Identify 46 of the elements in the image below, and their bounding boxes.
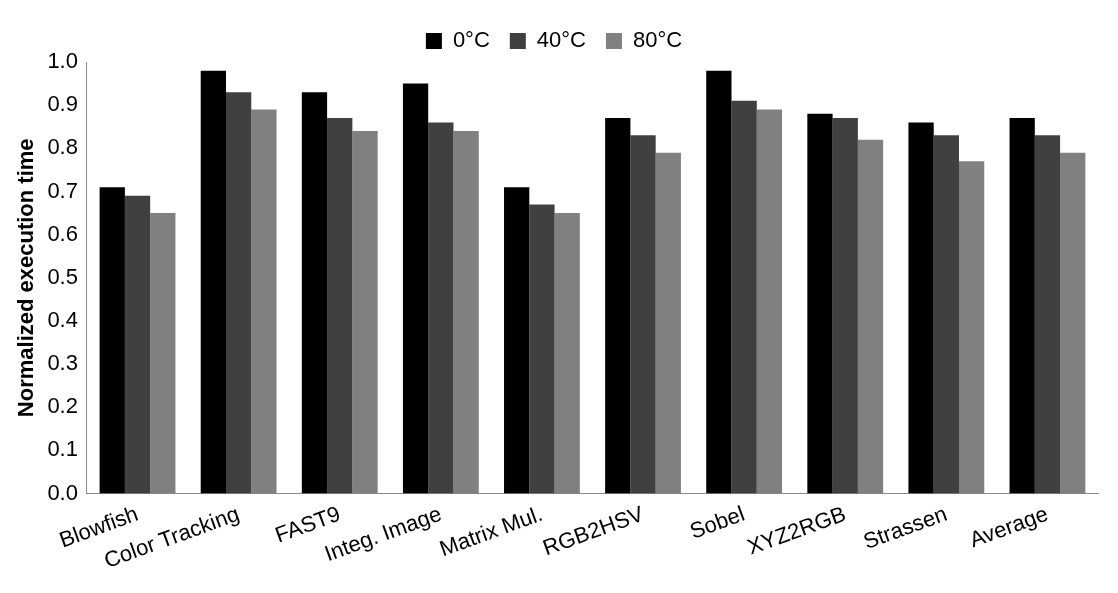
y-tick-label: 0.6 [47,220,78,246]
y-tick-label: 0.8 [47,134,78,160]
bar [226,92,252,494]
bar [1034,135,1061,494]
bar [428,122,454,494]
y-tick-label: 0.4 [47,306,78,332]
bar [706,70,732,494]
y-tick-label: 0.3 [47,350,78,376]
bar [301,92,328,494]
y-tick-label: 0.5 [47,263,78,289]
bar [908,122,934,494]
legend-label: 80°C [632,27,683,53]
y-tick-label: 0.0 [47,479,78,505]
bar [327,118,353,494]
bar [958,161,985,494]
bar [453,131,479,494]
y-tick-label: 0.1 [47,436,78,462]
legend-label: 40°C [536,27,587,53]
bar [731,100,757,494]
bar [807,113,833,494]
bar [605,118,631,494]
y-tick-label: 1.0 [47,48,78,74]
bar [150,213,176,494]
y-axis-title: Normalized execution time [13,138,39,418]
x-tick-label: Sobel [686,500,748,544]
bar [200,70,226,494]
bar [504,187,530,494]
bar [630,135,656,494]
bar [1060,152,1086,494]
bar [99,187,125,494]
bar [529,204,555,494]
bar [756,109,783,494]
bar [402,83,429,494]
bar [1009,118,1035,494]
y-tick-label: 0.7 [47,177,78,203]
bar [124,195,151,494]
y-tick-label: 0.9 [47,91,78,117]
bar [857,139,884,494]
bar [554,213,580,494]
bar [352,131,378,494]
bar [655,152,681,494]
bar [832,118,858,494]
y-tick-label: 0.2 [47,393,78,419]
legend-label: 0°C [452,27,490,53]
bar [933,135,959,494]
bar [251,109,277,494]
